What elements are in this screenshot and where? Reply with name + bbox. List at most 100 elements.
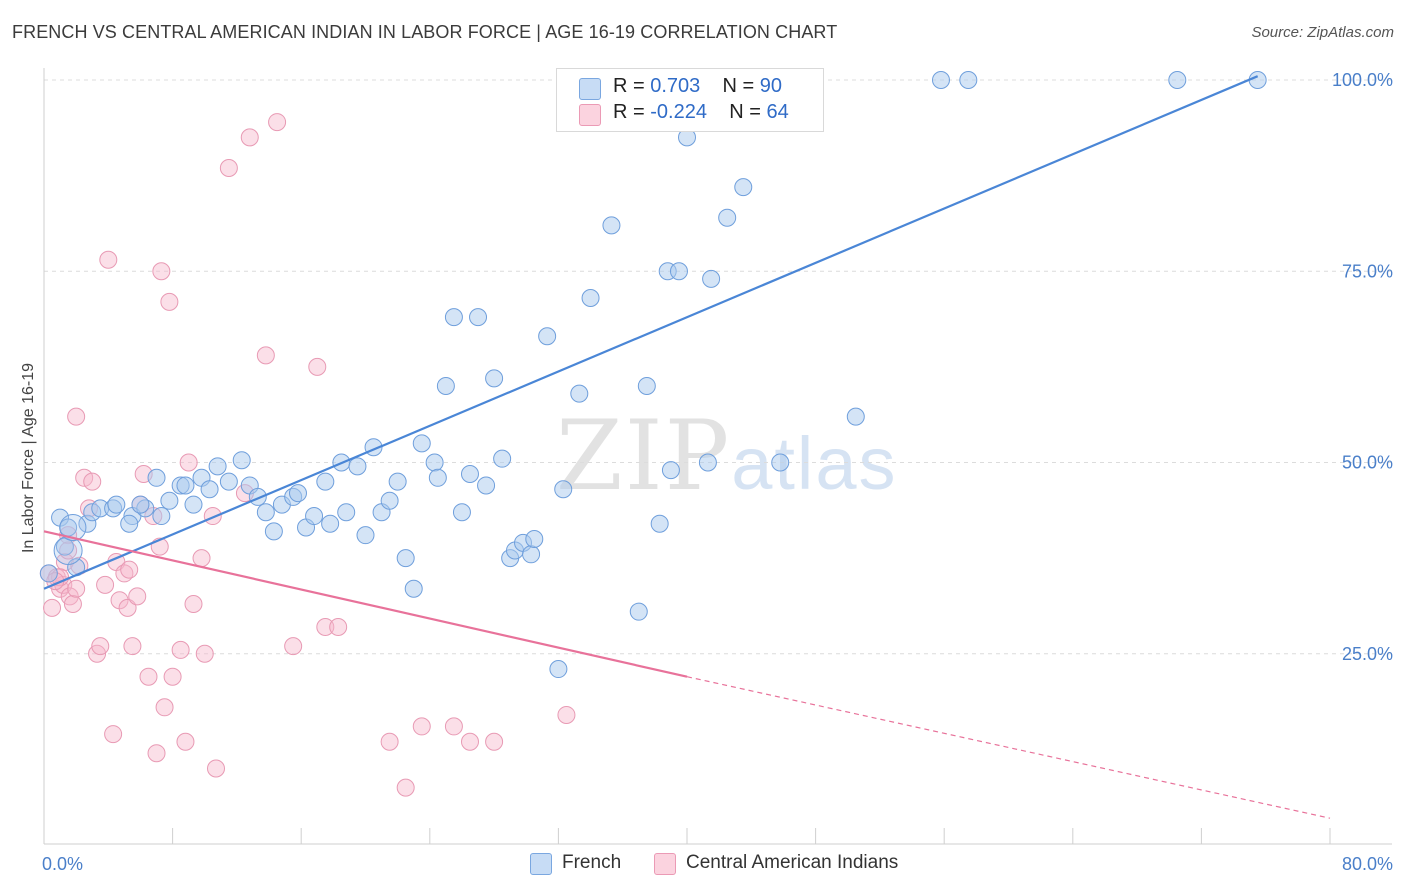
cai-point [147, 744, 166, 763]
cai-point [163, 667, 182, 686]
french-point [493, 449, 512, 468]
french-point [208, 457, 227, 476]
chart-title: FRENCH VS CENTRAL AMERICAN INDIAN IN LAB… [12, 22, 838, 42]
french-point [846, 407, 865, 426]
french-point [570, 384, 589, 403]
y-axis-label: In Labor Force | Age 16-19 [20, 363, 37, 553]
french-point [637, 377, 656, 395]
french-point [264, 522, 283, 541]
cai-point [43, 598, 62, 617]
cai-point [207, 759, 226, 778]
cai-point [192, 549, 211, 568]
y-tick-label: 75.0% [1342, 261, 1393, 281]
french-point [412, 434, 431, 453]
french-point [305, 507, 324, 526]
cai-trend-line [43, 530, 688, 678]
cai-point [91, 637, 110, 656]
axes [43, 68, 1392, 845]
cai-point [396, 778, 415, 797]
bottom-legend-french-label: French [562, 852, 622, 873]
cai-point [118, 598, 137, 617]
y-tick-label: 25.0% [1342, 644, 1393, 664]
french-point [669, 262, 688, 281]
x-tick-label: 0.0% [42, 854, 83, 874]
french-point [147, 468, 166, 487]
french-point [452, 503, 471, 522]
french-point [425, 453, 444, 472]
bottom-swatch-french [530, 853, 552, 875]
cai-point [444, 717, 463, 736]
french-point [256, 503, 275, 522]
french-point [232, 451, 251, 470]
french-point [959, 71, 978, 89]
french-point [356, 526, 375, 545]
grid-lines [44, 79, 1392, 655]
french-point [428, 468, 447, 487]
x-tick-label: 80.0% [1342, 854, 1393, 874]
french-point [200, 480, 219, 499]
french-point [184, 495, 203, 514]
legend-r-value-french: 0.703 [650, 75, 701, 97]
french-point [120, 514, 139, 533]
cai-point [256, 346, 275, 365]
french-point [698, 453, 717, 472]
french-point [702, 269, 721, 288]
cai-point [139, 667, 158, 686]
french-point [436, 377, 455, 395]
legend-r-label: R = [613, 101, 645, 123]
french-point [661, 461, 680, 480]
french-point [131, 495, 150, 514]
cai-point [268, 113, 287, 132]
legend-n-label: N = [729, 101, 761, 123]
cai-point [240, 128, 259, 147]
cai-point [96, 575, 115, 594]
french-point [460, 464, 479, 483]
french-point [444, 308, 463, 327]
source-credit: Source: ZipAtlas.com [1251, 24, 1394, 41]
french-point [219, 472, 238, 491]
french-point [477, 476, 496, 495]
french-point [152, 507, 171, 526]
cai-point [219, 158, 238, 177]
french-point [348, 457, 367, 476]
french-point [160, 491, 179, 510]
cai-point [316, 617, 335, 636]
french-point [485, 369, 504, 388]
y-tick-label: 100.0% [1332, 70, 1393, 90]
cai-point [128, 587, 147, 606]
cai-point [460, 732, 479, 751]
french-point [321, 514, 340, 533]
legend-n-label: N = [722, 75, 755, 97]
legend-r-value-cai: -0.224 [650, 101, 707, 123]
legend-swatch-french [579, 78, 601, 100]
cai-point [104, 725, 123, 744]
cai-point [171, 640, 190, 659]
cai-trend-extension [686, 676, 1331, 819]
french-point [39, 564, 58, 583]
axis-labels: 25.0% 50.0% 75.0% 100.0% 0.0% 80.0% In Labor F… [20, 70, 1393, 874]
french-point [388, 472, 407, 491]
french-point [288, 484, 307, 503]
french-point [525, 530, 544, 548]
french-point [176, 476, 195, 495]
legend-n-value-cai: 64 [766, 101, 789, 123]
french-point [581, 289, 600, 308]
french-point [650, 514, 669, 533]
french-points [39, 71, 1267, 679]
french-point [522, 545, 541, 564]
cai-point [63, 595, 82, 614]
bottom-legend-cai-label: Central American Indians [686, 852, 899, 873]
watermark: ZIPatlas [556, 400, 898, 512]
watermark-atlas: atlas [731, 422, 898, 505]
cai-point [184, 595, 203, 614]
french-point [718, 208, 737, 227]
cai-point [155, 698, 174, 717]
french-point [554, 480, 573, 499]
legend-swatch-cai [579, 104, 601, 126]
cai-point [412, 717, 431, 736]
cai-point [160, 292, 179, 311]
y-tick-label: 50.0% [1342, 453, 1393, 473]
french-point [538, 327, 557, 346]
french-point [734, 178, 753, 197]
